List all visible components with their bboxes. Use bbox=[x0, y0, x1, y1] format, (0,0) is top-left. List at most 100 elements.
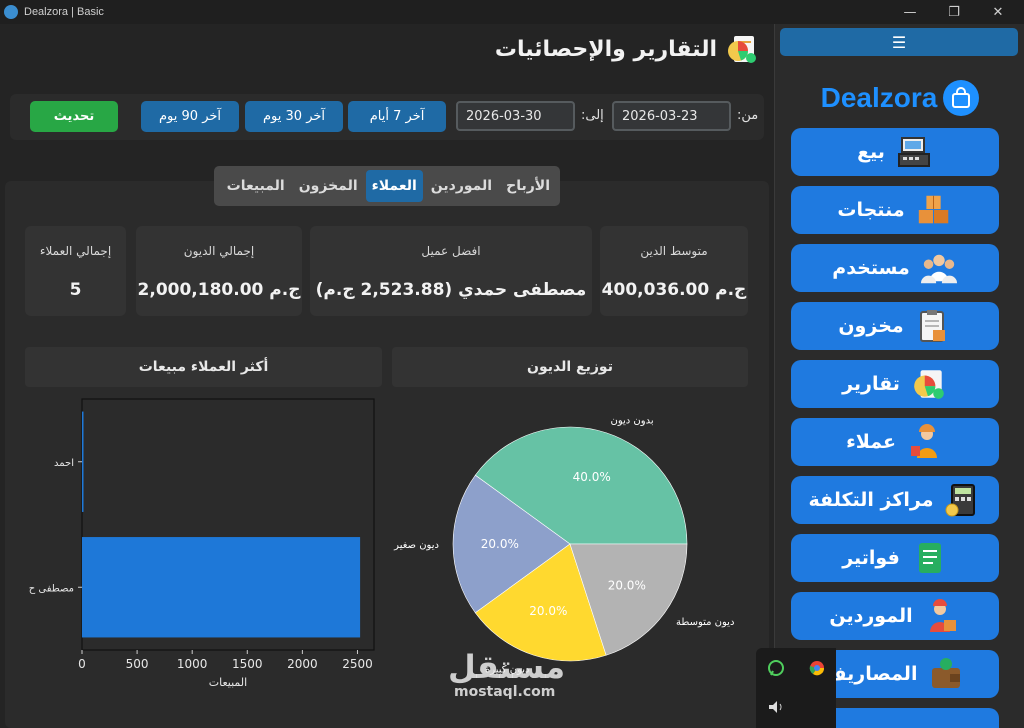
tab-suppliers[interactable]: الموردين bbox=[430, 178, 493, 194]
stat-label: إجمالي العملاء bbox=[39, 244, 112, 258]
tab-inventory[interactable]: المخزون bbox=[298, 178, 358, 194]
report-chart-icon bbox=[728, 36, 756, 63]
stat-value: 5 bbox=[69, 280, 82, 300]
pie-slice bbox=[452, 474, 571, 614]
to-label: إلى: bbox=[581, 108, 604, 123]
watermark: مستقل mostaql.com bbox=[448, 650, 565, 700]
close-button[interactable]: ✕ bbox=[976, 0, 1020, 24]
sidebar-item-label: مراكز التكلفة bbox=[808, 489, 934, 511]
last-7-days-button[interactable]: آخر 7 أيام bbox=[348, 101, 446, 132]
stat-label: افضل عميل bbox=[421, 244, 481, 258]
customer-icon bbox=[906, 423, 944, 461]
sidebar-item-invoices[interactable]: فواتير bbox=[791, 534, 999, 582]
sidebar-item-label: بيع bbox=[857, 141, 885, 163]
stat-value: ج.م 2,000,180.00 bbox=[137, 280, 301, 300]
window-title: Dealzora | Basic bbox=[24, 6, 104, 18]
debt-distribution-pie-chart: 40.0% بدون ديون 20.0% ديون صغير 20.0% ديون كب… bbox=[393, 415, 734, 676]
x-tick-label: 1000 bbox=[177, 657, 208, 671]
wallet-icon bbox=[927, 655, 965, 693]
sidebar-item-reports[interactable]: تقارير bbox=[791, 360, 999, 408]
maximize-button[interactable]: ❐ bbox=[932, 0, 976, 24]
to-date-input[interactable]: 2026-03-30 bbox=[456, 101, 575, 131]
sidebar-item-label: فواتير bbox=[842, 547, 900, 569]
watermark-text: مستقل bbox=[448, 648, 566, 686]
slice-percent-label: 20.0% bbox=[481, 537, 519, 551]
shopping-bag-icon bbox=[943, 80, 980, 116]
boxes-icon bbox=[915, 191, 953, 229]
sidebar-item-inventory[interactable]: مخزون bbox=[791, 302, 999, 350]
menu-toggle-button[interactable]: ☰ bbox=[780, 28, 1018, 56]
logo-text: Dealzora bbox=[820, 82, 938, 113]
report-tabs: الأرباح الموردين العملاء المخزون المبيعا… bbox=[214, 166, 560, 206]
sidebar-item-products[interactable]: منتجات bbox=[791, 186, 999, 234]
date-filter-bar: من: 2026-03-23 إلى: 2026-03-30 آخر 7 أيا… bbox=[10, 94, 764, 140]
page-title: التقارير والإحصائيات bbox=[494, 36, 717, 62]
app-icon bbox=[4, 5, 18, 19]
sidebar-item-cost-centers[interactable]: مراكز التكلفة bbox=[791, 476, 999, 524]
title-bar: Dealzora | Basic — ❐ ✕ bbox=[0, 0, 1024, 24]
stat-card-average-debt: متوسط الدين ج.م 400,036.00 bbox=[600, 226, 748, 316]
tab-sales[interactable]: المبيعات bbox=[226, 178, 285, 194]
speaker-icon[interactable] bbox=[769, 701, 782, 713]
slice-percent-label: 40.0% bbox=[573, 470, 611, 484]
sidebar-item-label: مخزون bbox=[838, 315, 904, 337]
bar bbox=[82, 537, 361, 638]
page-header: التقارير والإحصائيات bbox=[495, 32, 759, 66]
sidebar-item-label: المصاريف bbox=[824, 663, 918, 685]
slice-label: ديون كبيرة bbox=[485, 665, 529, 676]
debt-distribution-chart: 40.0% بدون ديون 20.0% ديون صغير 20.0% ديون كب… bbox=[380, 393, 756, 693]
system-tray-popup bbox=[756, 648, 836, 728]
supplier-icon bbox=[923, 597, 961, 635]
sidebar-item-label: منتجات bbox=[837, 199, 905, 221]
restore-icon: ❐ bbox=[948, 4, 960, 20]
x-tick-label: 0 bbox=[78, 657, 86, 671]
pie-slice bbox=[569, 543, 688, 656]
x-tick-label: 2500 bbox=[342, 657, 373, 671]
sidebar-item-sale[interactable]: بيع bbox=[791, 128, 999, 176]
stat-label: إجمالي الديون bbox=[183, 244, 255, 258]
clipboard-icon bbox=[914, 307, 952, 345]
sidebar-item-label: عملاء bbox=[846, 431, 896, 453]
sidebar-item-partial[interactable] bbox=[791, 708, 999, 728]
pie-slice bbox=[474, 426, 688, 545]
tab-profits[interactable]: الأرباح bbox=[506, 178, 550, 194]
stat-card-total-debts: إجمالي الديون ج.م 2,000,180.00 bbox=[136, 226, 302, 316]
whatsapp-icon[interactable] bbox=[768, 660, 784, 676]
minimize-button[interactable]: — bbox=[888, 0, 932, 24]
minimize-icon: — bbox=[903, 4, 917, 20]
from-label: من: bbox=[737, 108, 759, 123]
stat-card-total-customers: إجمالي العملاء 5 bbox=[25, 226, 126, 316]
x-tick-label: 1500 bbox=[232, 657, 263, 671]
report-chart-icon bbox=[910, 365, 948, 403]
hamburger-icon: ☰ bbox=[891, 32, 907, 52]
stat-label: متوسط الدين bbox=[640, 244, 708, 258]
last-90-days-button[interactable]: آخر 90 يوم bbox=[141, 101, 239, 132]
calculator-icon bbox=[943, 481, 981, 519]
tab-customers[interactable]: العملاء bbox=[365, 170, 423, 202]
debt-distribution-header: توزيع الديون bbox=[392, 347, 748, 387]
top-customers-bar-chart: مصطفى ح احمد 0 500 1000 1500 2000 2500 المبيعات bbox=[29, 398, 375, 689]
y-tick-label: مصطفى ح bbox=[29, 583, 74, 594]
chrome-icon[interactable] bbox=[809, 661, 825, 676]
from-date-input[interactable]: 2026-03-23 bbox=[612, 101, 731, 131]
stat-value: مصطفى حمدي (2,523.88 ج.م) bbox=[315, 280, 587, 300]
y-tick-label: احمد bbox=[54, 458, 74, 469]
sidebar-item-label: تقارير bbox=[842, 373, 900, 395]
stat-value: ج.م 400,036.00 bbox=[601, 280, 747, 300]
sidebar: ☰ Dealzora بيع منتجات مستخدم bbox=[774, 24, 1024, 728]
sidebar-item-label: مستخدم bbox=[832, 257, 910, 279]
watermark-sub: mostaql.com bbox=[454, 684, 556, 700]
x-tick-label: 2000 bbox=[287, 657, 318, 671]
x-tick-label: 500 bbox=[126, 657, 149, 671]
sidebar-item-suppliers[interactable]: الموردين bbox=[791, 592, 999, 640]
refresh-button[interactable]: تحديث bbox=[30, 101, 118, 132]
sidebar-item-users[interactable]: مستخدم bbox=[791, 244, 999, 292]
sidebar-item-customers[interactable]: عملاء bbox=[791, 418, 999, 466]
last-30-days-button[interactable]: آخر 30 يوم bbox=[245, 101, 343, 132]
stat-card-best-customer: افضل عميل مصطفى حمدي (2,523.88 ج.م) bbox=[310, 226, 592, 316]
slice-label: ديون صغير bbox=[393, 540, 439, 551]
logo: Dealzora bbox=[775, 76, 1024, 120]
invoice-icon bbox=[910, 539, 948, 577]
slice-label: ديون متوسطة bbox=[676, 617, 734, 628]
